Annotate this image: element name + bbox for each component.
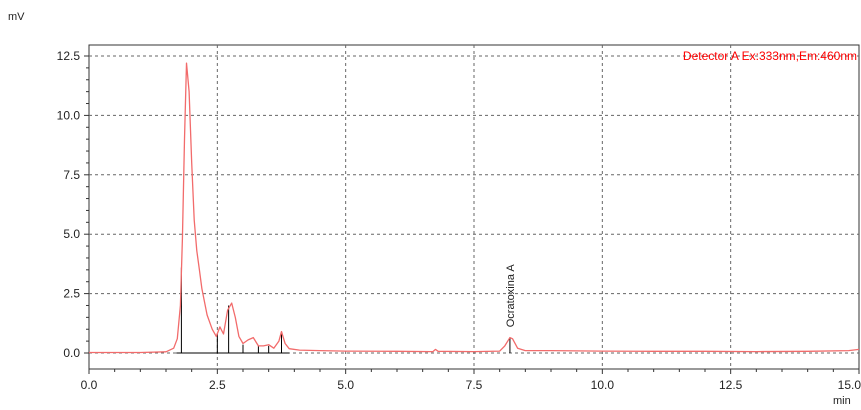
y-tick-label: 7.5	[63, 168, 80, 182]
y-axis: 0.0 2.5 5.0 7.5 10.0 12.5	[57, 49, 89, 360]
series-line	[89, 62, 860, 354]
y-tick-label: 12.5	[57, 49, 81, 63]
y-axis-unit-label: mV	[8, 11, 25, 23]
y-tick-label: 0.0	[63, 346, 80, 360]
x-axis-unit-label: min	[833, 395, 851, 407]
series-group	[89, 62, 860, 354]
x-tick-label: 7.5	[466, 378, 483, 392]
x-axis: 0.0 2.5 5.0 7.5 10.0 12.5 15.0	[81, 369, 861, 392]
legend-label: Detector A Ex:333nm,Em:460nm	[683, 49, 857, 63]
y-tick-label: 5.0	[63, 227, 80, 241]
x-tick-label: 12.5	[719, 378, 743, 392]
y-tick-label: 10.0	[57, 108, 81, 122]
x-tick-label: 10.0	[591, 378, 615, 392]
y-tick-label: 2.5	[63, 287, 80, 301]
annotations: Ocratoxina A	[505, 264, 517, 328]
peak-annotation: Ocratoxina A	[505, 264, 517, 328]
x-tick-label: 15.0	[838, 378, 861, 392]
x-tick-label: 0.0	[81, 378, 98, 392]
x-tick-label: 5.0	[337, 378, 354, 392]
x-tick-label: 2.5	[209, 378, 226, 392]
